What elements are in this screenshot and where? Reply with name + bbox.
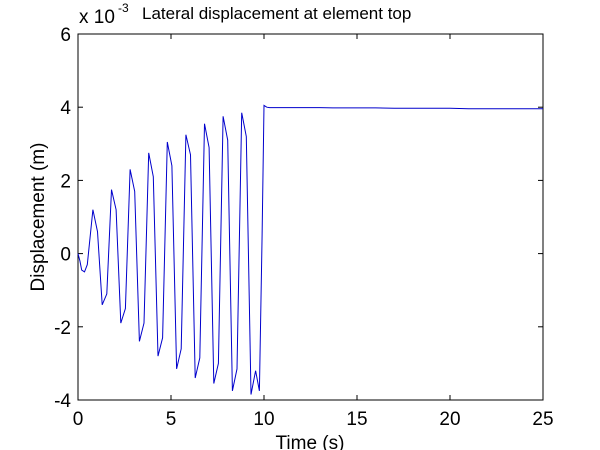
chart-title: Lateral displacement at element top	[142, 4, 411, 23]
tick-labels: 0 5 10 15 20 25 -4 -2 0 2 4 6	[54, 25, 553, 430]
series-line-displacement	[77, 104, 543, 395]
y-axis-label: Displacement (m)	[28, 143, 49, 292]
y-multiplier-exponent: -3	[118, 1, 129, 15]
axis-ticks	[77, 33, 544, 401]
x-axis-label: Time (s)	[276, 433, 345, 450]
y-tick-label: 6	[60, 25, 71, 46]
y-tick-label: -2	[54, 318, 71, 339]
plot-area	[77, 33, 544, 401]
y-tick-label: 4	[60, 98, 71, 119]
x-tick-label: 25	[532, 409, 553, 430]
x-tick-label: 15	[346, 409, 367, 430]
x-tick-label: 10	[253, 409, 274, 430]
y-multiplier-base: x 10	[79, 7, 115, 28]
y-tick-label: 2	[60, 171, 71, 192]
y-tick-label: -4	[54, 391, 71, 412]
x-tick-label: 0	[73, 409, 84, 430]
x-tick-label: 20	[439, 409, 460, 430]
y-tick-label: 0	[60, 245, 71, 266]
x-tick-label: 5	[166, 409, 177, 430]
